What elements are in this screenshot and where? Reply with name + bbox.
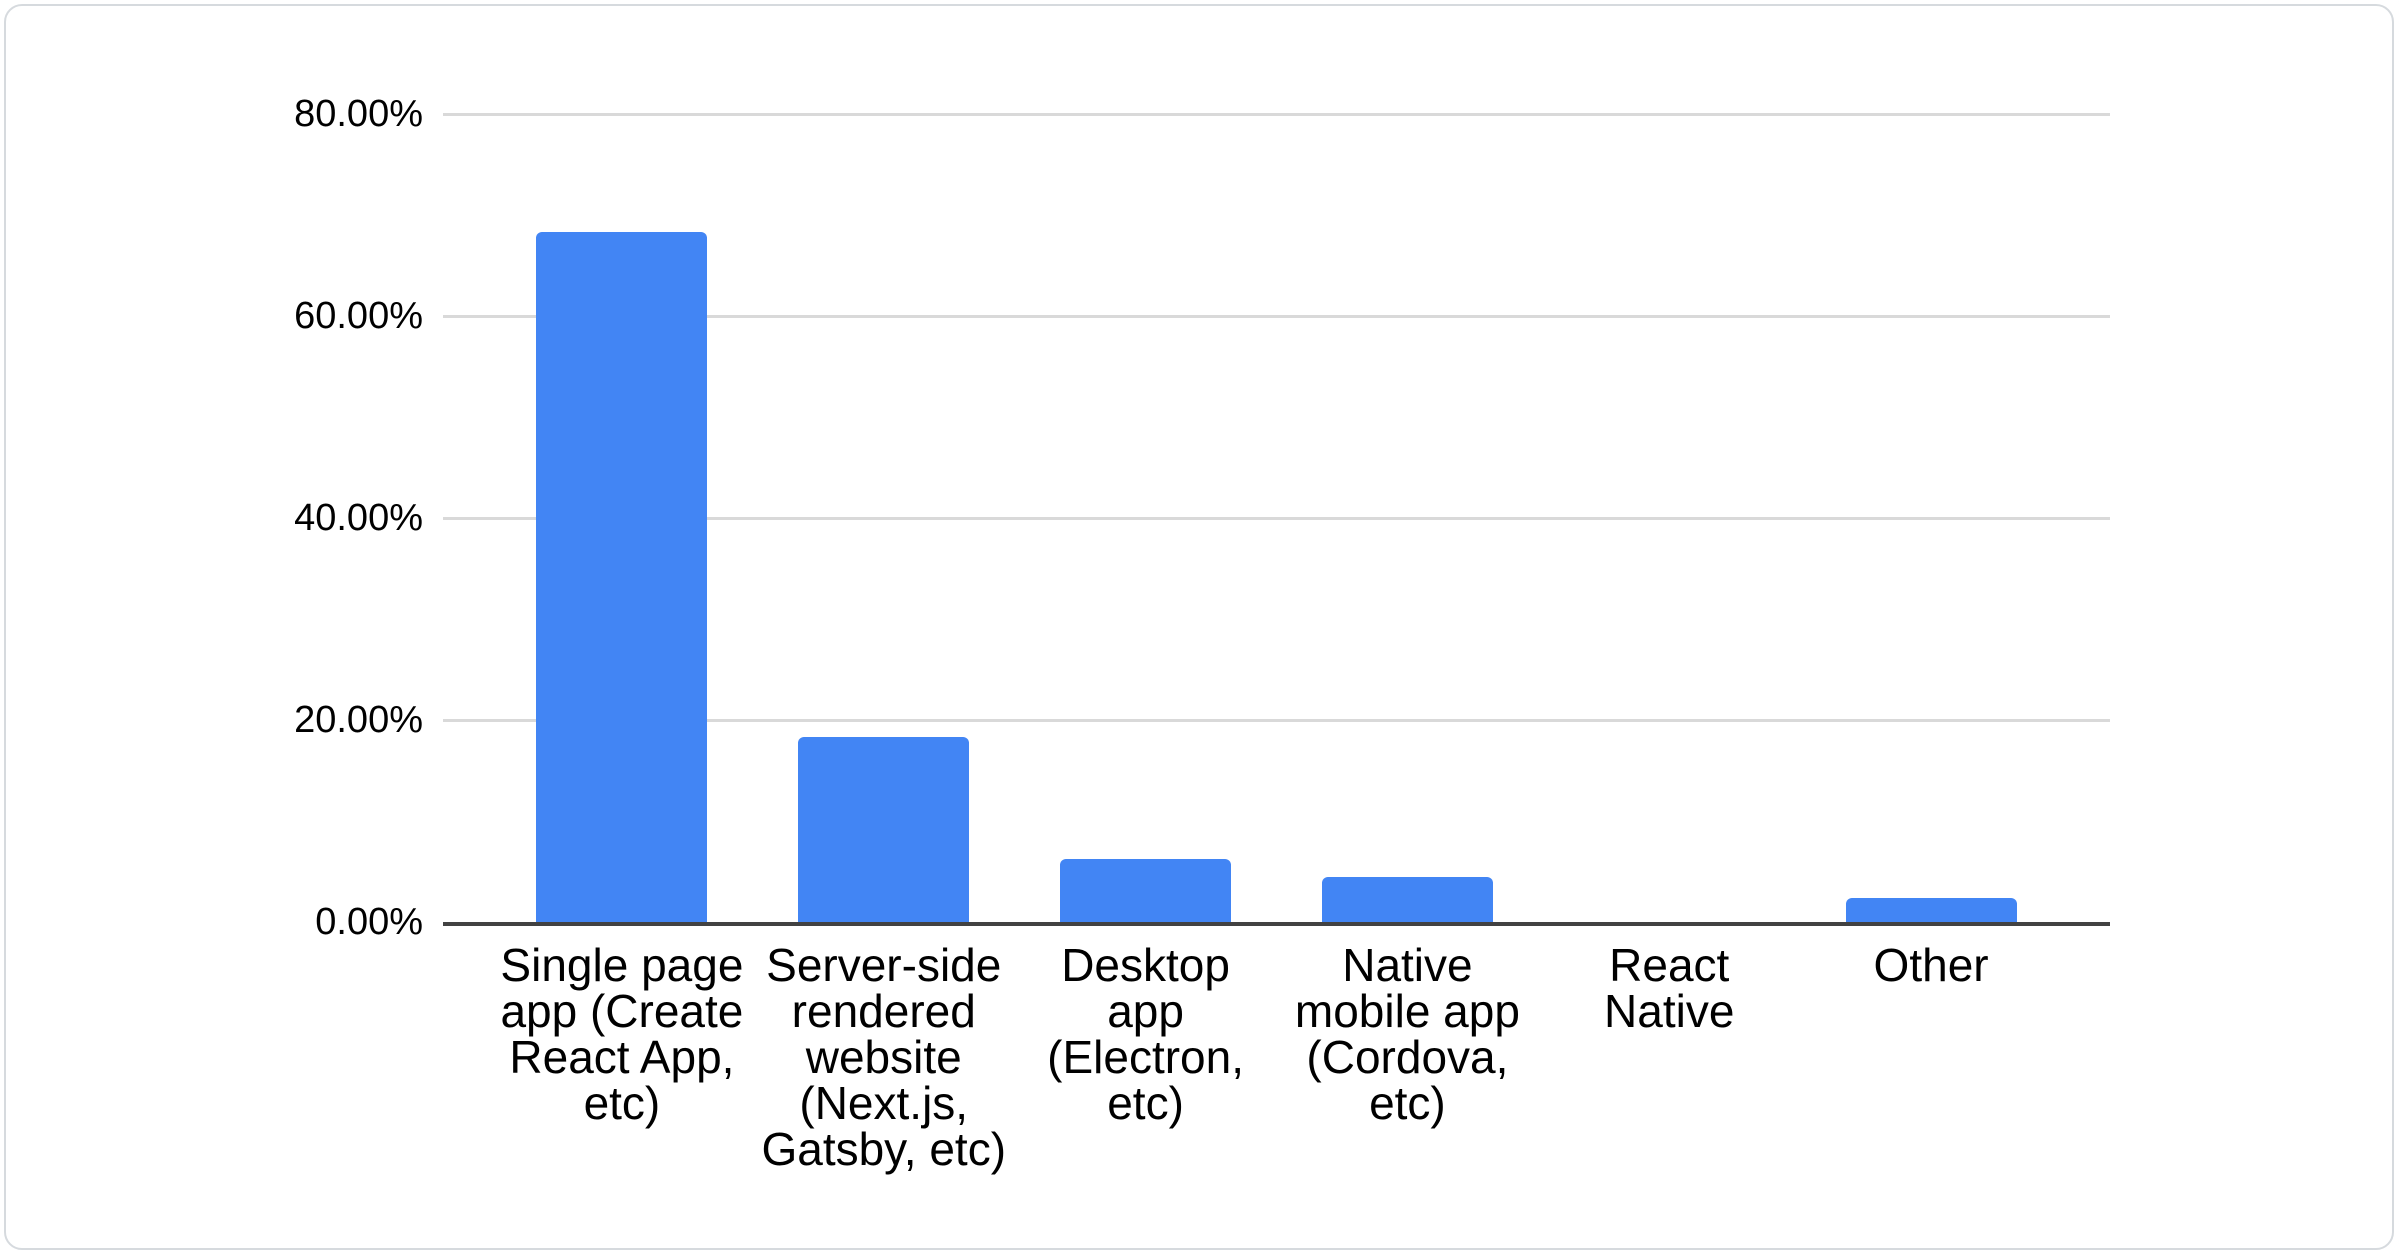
gridline: [443, 314, 2110, 318]
plot-area: [443, 112, 2110, 926]
x-axis-category-label: Desktop app (Electron, etc): [1047, 939, 1244, 1129]
y-axis-tick-label: 0.00%: [315, 901, 423, 943]
bar-4[interactable]: [1321, 877, 1493, 922]
gridline: [443, 718, 2110, 722]
gridline: [443, 112, 2110, 116]
bar-6[interactable]: [1845, 898, 2017, 922]
x-axis-category-label: Other: [1873, 939, 1989, 991]
chart-card: [4, 4, 2394, 1250]
bar-3[interactable]: [1060, 859, 1232, 922]
x-axis-line: [443, 922, 2110, 926]
bar-1[interactable]: [536, 232, 708, 922]
x-axis-category-label: Server-side rendered website (Next.js, G…: [761, 939, 1007, 1175]
y-axis-tick-label: 80.00%: [294, 93, 423, 135]
x-axis-category-label: React Native: [1604, 939, 1735, 1037]
x-axis-category-label: Single page app (Create React App, etc): [500, 939, 744, 1129]
x-axis-category-label: Native mobile app (Cordova, etc): [1294, 939, 1520, 1129]
gridline: [443, 516, 2110, 520]
y-axis-tick-label: 40.00%: [294, 497, 423, 539]
y-axis-tick-label: 20.00%: [294, 699, 423, 741]
y-axis-tick-label: 60.00%: [294, 295, 423, 337]
bar-2[interactable]: [798, 737, 970, 922]
